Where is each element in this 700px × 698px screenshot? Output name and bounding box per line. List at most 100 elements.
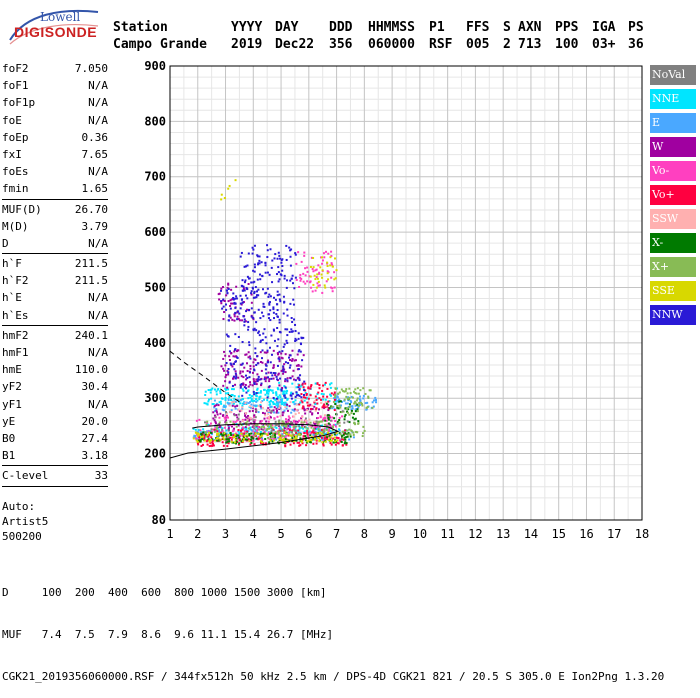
param-label: h`F2: [2, 274, 29, 288]
echo-point-sse: [265, 433, 268, 436]
echo-point-vo: [247, 438, 250, 441]
echo-point-nnw: [234, 333, 237, 336]
echo-point-nne: [207, 398, 210, 401]
echo-point-w: [241, 319, 244, 322]
echo-point-vo: [326, 424, 329, 427]
echo-point-nne: [258, 396, 261, 399]
param-value: 3.79: [81, 219, 109, 233]
echo-point-nnw: [281, 265, 284, 268]
echo-point-vo: [301, 401, 304, 404]
echo-point-nne: [209, 391, 212, 394]
echo-point-sse: [285, 432, 288, 435]
echo-point-sse: [327, 438, 330, 441]
param-divider: [2, 253, 108, 255]
echo-point-vo: [314, 431, 317, 434]
echo-point-w: [277, 373, 280, 376]
echo-point-w: [282, 372, 285, 375]
echo-point-nne: [329, 394, 332, 397]
echo-point-w: [214, 422, 217, 425]
echo-point-x: [346, 433, 349, 436]
echo-point-ssw: [237, 408, 240, 411]
echo-point-nnw: [244, 294, 247, 297]
echo-point-w: [265, 351, 268, 354]
echo-point-x: [363, 429, 366, 432]
echo-point-w: [222, 367, 225, 370]
echo-point-ssw: [260, 401, 263, 404]
echo-point-vo: [330, 255, 333, 258]
echo-point-e: [273, 411, 276, 414]
echo-point-vo: [329, 442, 332, 445]
echo-point-vo: [283, 429, 286, 432]
echo-point-vo: [235, 432, 238, 435]
echo-point-e: [371, 401, 374, 404]
echo-point-sse: [324, 440, 327, 443]
echo-point-x: [201, 434, 204, 437]
echo-point-vo: [319, 256, 322, 259]
echo-point-w: [239, 370, 242, 373]
echo-point-vo: [319, 416, 322, 419]
echo-point-nnw: [234, 302, 237, 305]
param-value: 26.70: [74, 202, 108, 216]
echo-point-vo: [225, 415, 228, 418]
echo-point-x: [272, 435, 275, 438]
echo-point-w: [302, 354, 305, 357]
echo-point-nne: [322, 393, 325, 396]
echo-point-x: [336, 406, 339, 409]
echo-point-w: [212, 417, 215, 420]
echo-point-nnw: [254, 296, 257, 299]
echo-point-ssw: [318, 422, 321, 425]
echo-point-vo: [304, 389, 307, 392]
echo-point-vo: [284, 444, 287, 447]
param-value: N/A: [88, 397, 108, 411]
echo-point-x: [348, 413, 351, 416]
echo-point-x: [369, 389, 372, 392]
param-clevel: C-level 33: [2, 467, 108, 484]
echo-point-w: [239, 372, 242, 375]
echo-point-nnw: [283, 343, 286, 346]
echo-point-ssw: [279, 415, 282, 418]
echo-point-vo: [246, 430, 249, 433]
echo-point-vo: [243, 432, 246, 435]
echo-point-w: [287, 424, 290, 427]
echo-point-nnw: [275, 397, 278, 400]
echo-point-x: [362, 387, 365, 390]
echo-point-ssw: [295, 403, 298, 406]
echo-point-nnw: [285, 339, 288, 342]
muf-row: MUF 7.4 7.5 7.9 8.6 9.6 11.1 15.4 26.7 […: [2, 628, 334, 641]
echo-point-nnw: [265, 372, 268, 375]
echo-point-e: [228, 402, 231, 405]
echo-point-e: [372, 399, 375, 402]
echo-point-noval: [298, 425, 301, 428]
echo-point-x: [355, 430, 358, 433]
echo-point-ssw: [241, 406, 244, 409]
echo-point-nnw: [278, 293, 281, 296]
echo-point-noval: [307, 423, 310, 426]
param-md: M(D) 3.79: [2, 218, 108, 235]
param-divider: [2, 198, 108, 200]
echo-point-x: [334, 396, 337, 399]
echo-point-nnw: [266, 256, 269, 259]
echo-point-e: [218, 434, 221, 437]
echo-point-x: [326, 414, 329, 417]
x-tick-label: 9: [389, 527, 396, 541]
echo-point-e: [372, 405, 375, 408]
echo-point-nnw: [253, 244, 256, 247]
echo-point-x: [338, 424, 341, 427]
echo-point-vo: [240, 428, 243, 431]
echo-point-vo: [293, 427, 296, 430]
echo-point-vo: [297, 251, 300, 254]
echo-point-w: [280, 369, 283, 372]
echo-point-nnw: [290, 248, 293, 251]
echo-point-ssw: [301, 398, 304, 401]
echo-point-w: [238, 410, 241, 413]
echo-point-vo: [333, 398, 336, 401]
echo-point-w: [260, 369, 263, 372]
echo-point-nnw: [288, 330, 291, 333]
echo-point-x: [357, 422, 360, 425]
echo-point-x: [343, 398, 346, 401]
echo-point-nne: [282, 425, 285, 428]
echo-point-sse: [196, 432, 199, 435]
echo-point-w: [239, 363, 242, 366]
echo-point-x: [333, 433, 336, 436]
echo-point-w: [260, 383, 263, 386]
